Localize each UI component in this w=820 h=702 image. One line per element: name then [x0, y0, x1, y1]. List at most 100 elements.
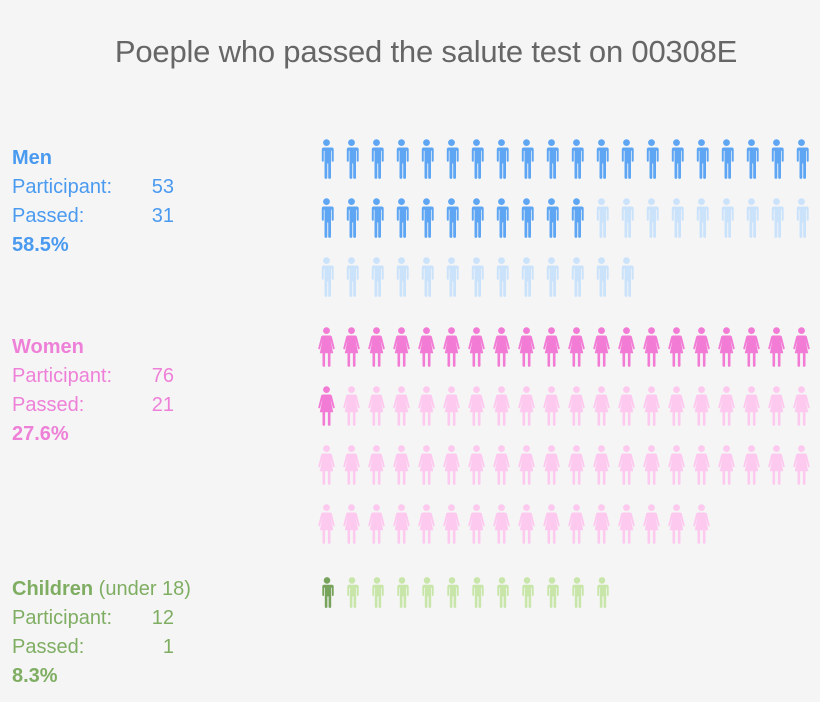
man-icon [489, 198, 514, 240]
woman-icon [514, 504, 539, 546]
woman-icon [714, 327, 739, 369]
woman-icon [564, 504, 589, 546]
man-icon [339, 139, 364, 181]
man-icon [314, 257, 339, 299]
woman-icon [364, 386, 389, 428]
woman-icon [589, 504, 614, 546]
child-icon [539, 577, 564, 609]
woman-icon [614, 445, 639, 487]
man-icon [789, 139, 814, 181]
child-icon [364, 577, 389, 609]
woman-icon [414, 386, 439, 428]
woman-icon [614, 386, 639, 428]
man-icon [414, 257, 439, 299]
group-name: Women [12, 336, 84, 358]
passed-label: Passed: [12, 394, 85, 416]
children-icon-row [314, 577, 614, 619]
man-icon [364, 257, 389, 299]
woman-icon [389, 386, 414, 428]
participant-count: 76 [151, 365, 174, 387]
woman-icon [714, 445, 739, 487]
man-icon [539, 257, 564, 299]
woman-icon [589, 386, 614, 428]
man-icon [389, 139, 414, 181]
child-icon [339, 577, 364, 609]
woman-icon [414, 504, 439, 546]
man-icon [539, 198, 564, 240]
passed-label: Passed: [12, 205, 85, 227]
man-icon [389, 198, 414, 240]
woman-icon [489, 327, 514, 369]
woman-icon [639, 445, 664, 487]
woman-icon [789, 386, 814, 428]
man-icon [364, 198, 389, 240]
woman-icon [539, 504, 564, 546]
woman-icon [414, 445, 439, 487]
woman-icon [564, 327, 589, 369]
woman-icon [564, 445, 589, 487]
woman-icon [589, 327, 614, 369]
woman-icon [464, 445, 489, 487]
woman-icon [439, 504, 464, 546]
man-icon [564, 198, 589, 240]
chart-title: Poeple who passed the salute test on 003… [114, 34, 738, 69]
woman-icon [339, 327, 364, 369]
man-icon [389, 257, 414, 299]
woman-icon [314, 327, 339, 369]
man-icon [689, 198, 714, 240]
group-name: Children [12, 578, 94, 600]
passed-count: 21 [151, 394, 174, 416]
passed-count: 31 [151, 205, 174, 227]
woman-icon [789, 445, 814, 487]
man-icon [764, 198, 789, 240]
child-icon [489, 577, 514, 609]
woman-icon [389, 445, 414, 487]
woman-icon [364, 445, 389, 487]
woman-icon [614, 327, 639, 369]
woman-icon [664, 445, 689, 487]
men-summary: Men Participant: 53 Passed: 31 58.5% [12, 144, 174, 260]
woman-icon [439, 445, 464, 487]
woman-icon [739, 445, 764, 487]
woman-icon [764, 445, 789, 487]
man-icon [614, 198, 639, 240]
participant-label: Participant: [12, 176, 113, 198]
group-name: Men [12, 147, 52, 169]
woman-icon [664, 504, 689, 546]
man-icon [639, 139, 664, 181]
man-icon [439, 257, 464, 299]
man-icon [364, 139, 389, 181]
child-icon [589, 577, 614, 609]
woman-icon [514, 445, 539, 487]
man-icon [589, 139, 614, 181]
man-icon [739, 139, 764, 181]
woman-icon [314, 445, 339, 487]
woman-icon [539, 386, 564, 428]
man-icon [514, 257, 539, 299]
woman-icon [689, 386, 714, 428]
woman-icon [514, 386, 539, 428]
man-icon [739, 198, 764, 240]
man-icon [339, 257, 364, 299]
group-name-note: (under 18) [93, 578, 191, 600]
woman-icon [414, 327, 439, 369]
passed-label: Passed: [12, 636, 85, 658]
woman-icon [739, 386, 764, 428]
woman-icon [464, 386, 489, 428]
man-icon [339, 198, 364, 240]
woman-icon [689, 504, 714, 546]
woman-icon [664, 327, 689, 369]
woman-icon [339, 445, 364, 487]
child-icon [514, 577, 539, 609]
woman-icon [639, 386, 664, 428]
man-icon [789, 198, 814, 240]
woman-icon [339, 386, 364, 428]
child-icon [439, 577, 464, 609]
woman-icon [689, 445, 714, 487]
woman-icon [639, 504, 664, 546]
men-icon-row [314, 139, 814, 181]
women-icon-row [314, 327, 814, 369]
man-icon [614, 139, 639, 181]
woman-icon [764, 327, 789, 369]
man-icon [439, 198, 464, 240]
